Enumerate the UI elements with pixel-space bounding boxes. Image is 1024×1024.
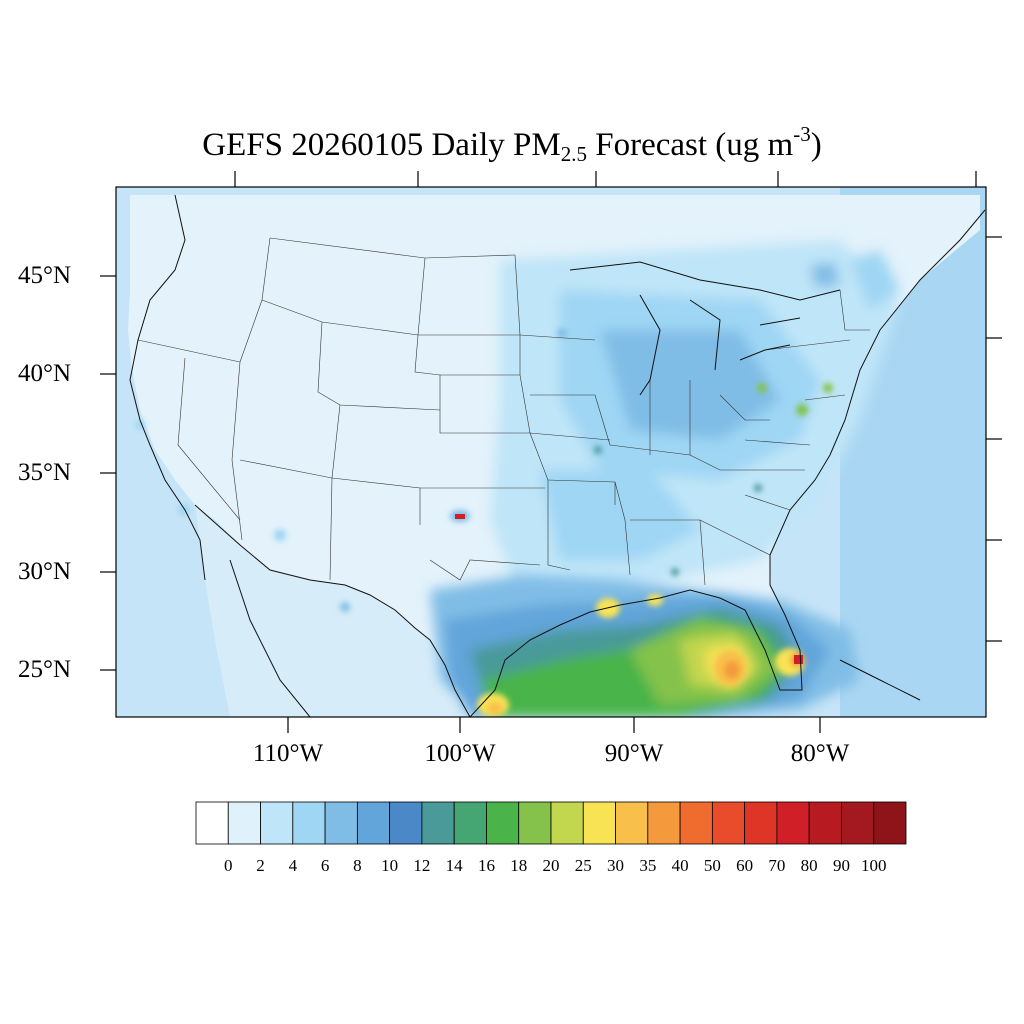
latitude-label: 25°N [18, 656, 72, 683]
longitude-label: 100°W [424, 740, 496, 767]
longitude-label: 90°W [604, 740, 664, 767]
colorbar-tick-label: 60 [736, 856, 754, 875]
colorbar-tick-label: 35 [639, 856, 657, 875]
hotspot-florida [794, 655, 803, 664]
colorbar-tick-label: 0 [224, 856, 233, 875]
colorbar-tick-label: 10 [381, 856, 399, 875]
colorbar-tick-label: 8 [353, 856, 362, 875]
colorbar-tick-label: 16 [477, 856, 495, 875]
colorbar-tick-label: 2 [256, 856, 265, 875]
bottom-ticks [287, 717, 821, 733]
colorbar-tick-label: 18 [510, 856, 528, 875]
coastlines [129, 194, 986, 717]
colorbar-tick-label: 90 [832, 856, 850, 875]
colorbar-tick-label: 30 [607, 856, 625, 875]
map-frame [115, 186, 987, 718]
latitude-label: 45°N [18, 262, 72, 289]
latitude-label: 35°N [18, 459, 72, 486]
map-title: GEFS 20260105 Daily PM2.5 Forecast (ug m… [202, 122, 822, 166]
colorbar-tick-label: 25 [574, 856, 592, 875]
colorbar-tick-label: 40 [671, 856, 689, 875]
colorbar-tick-label: 100 [860, 856, 887, 875]
colorbar-tick-label: 6 [320, 856, 330, 875]
colorbar-tick-label: 50 [703, 856, 721, 875]
left-ticks [100, 275, 116, 671]
colorbar-tick-label: 4 [288, 856, 298, 875]
state-boundaries [137, 237, 870, 586]
hotspot-oklahoma [455, 514, 465, 519]
colorbar-tick-label: 70 [768, 856, 786, 875]
latitude-label: 30°N [18, 558, 72, 585]
longitude-label: 80°W [790, 740, 850, 767]
colorbar-tick-label: 12 [413, 856, 431, 875]
right-ticks [986, 236, 1002, 642]
mexico-land [195, 505, 470, 717]
latitude-label: 40°N [18, 360, 72, 387]
longitude-label: 110°W [252, 740, 324, 767]
colorbar-tick-label: 14 [445, 856, 463, 875]
top-ticks [234, 171, 977, 187]
colorbar-tick-label: 20 [542, 856, 560, 875]
colorbar-tick-label: 80 [800, 856, 818, 875]
